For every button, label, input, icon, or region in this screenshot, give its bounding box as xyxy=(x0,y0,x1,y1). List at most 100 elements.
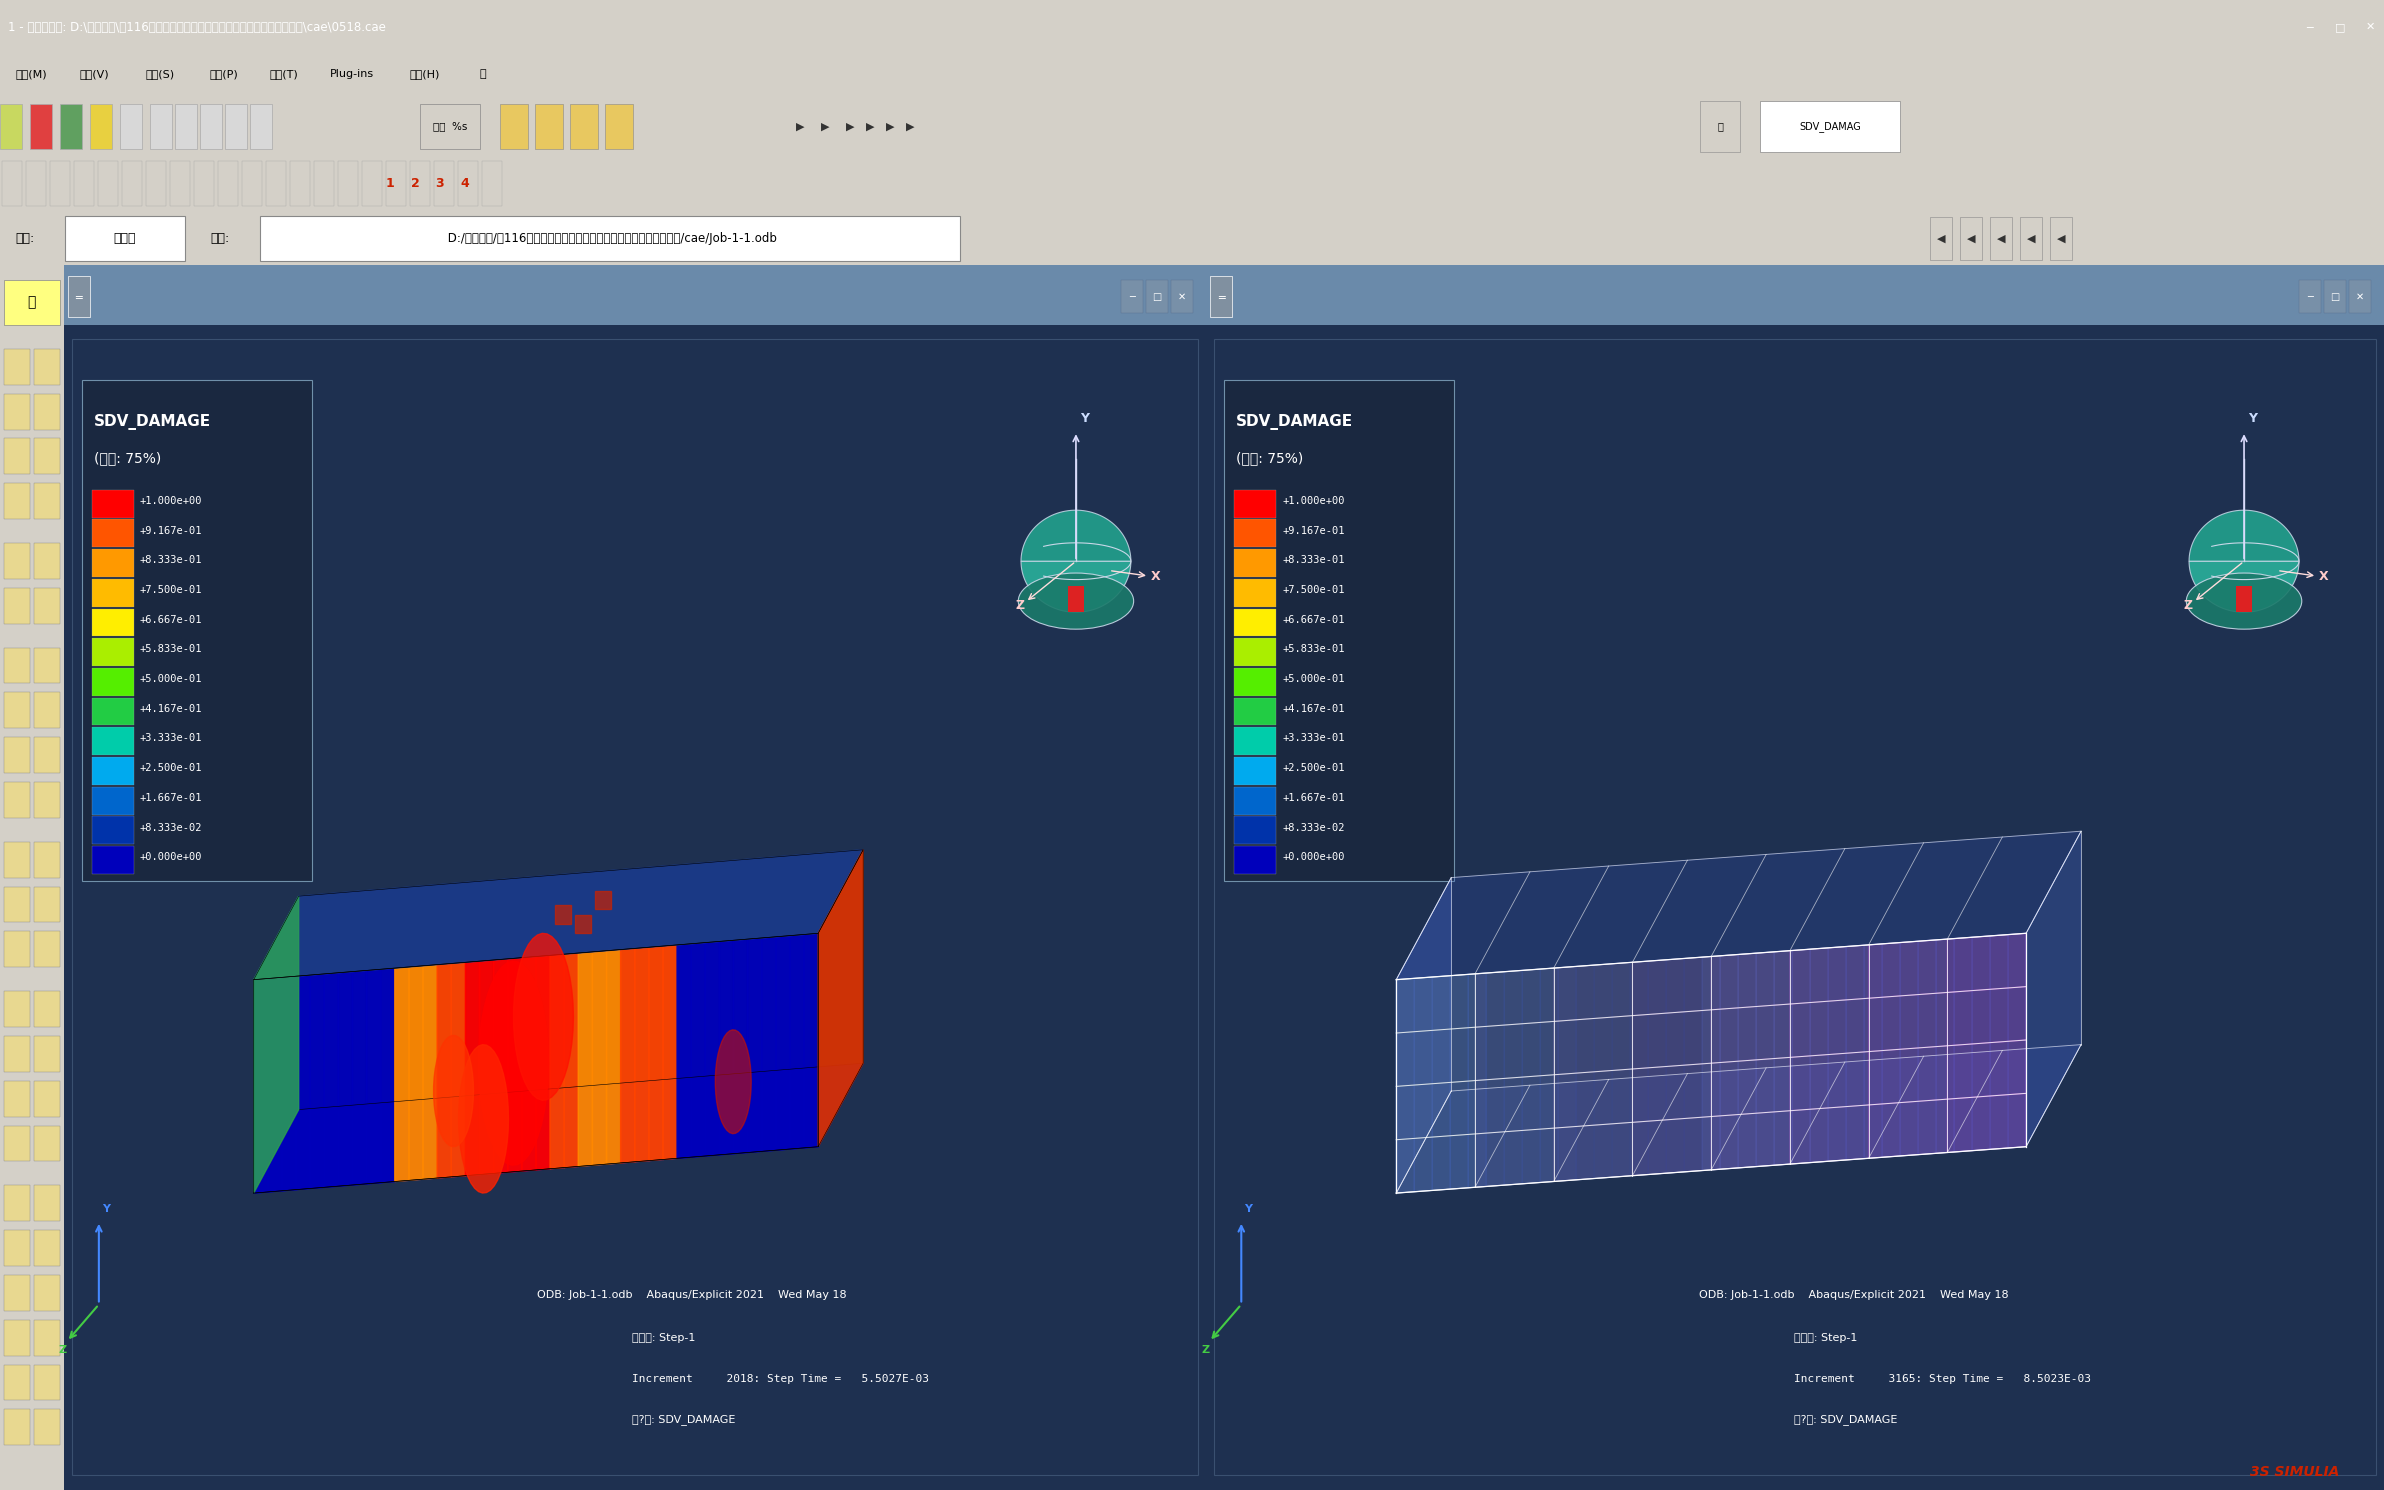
Polygon shape xyxy=(1790,998,1869,1058)
Polygon shape xyxy=(522,957,536,1171)
Bar xyxy=(1235,578,1275,606)
Bar xyxy=(5,1125,31,1161)
Bar xyxy=(33,887,60,922)
Bar xyxy=(5,1080,31,1116)
Polygon shape xyxy=(458,1044,508,1193)
Polygon shape xyxy=(551,954,565,1168)
Bar xyxy=(150,104,172,149)
Text: +6.667e-01: +6.667e-01 xyxy=(141,615,203,624)
Text: ✕: ✕ xyxy=(2365,22,2374,33)
Bar xyxy=(1225,380,1454,881)
Bar xyxy=(33,1410,60,1445)
Bar xyxy=(1235,550,1275,577)
Polygon shape xyxy=(1948,1040,2026,1100)
Bar xyxy=(5,1365,31,1401)
Polygon shape xyxy=(324,973,339,1188)
Text: ─: ─ xyxy=(2308,22,2312,33)
Polygon shape xyxy=(310,974,324,1189)
Polygon shape xyxy=(1633,1064,1712,1122)
Bar xyxy=(93,757,134,785)
Text: +8.333e-02: +8.333e-02 xyxy=(141,822,203,833)
Polygon shape xyxy=(253,895,298,1193)
Polygon shape xyxy=(1397,1080,1476,1140)
Bar xyxy=(5,1410,31,1445)
Polygon shape xyxy=(1397,1044,2081,1193)
Polygon shape xyxy=(1397,974,1476,1033)
Text: 4: 4 xyxy=(460,177,470,189)
Bar xyxy=(93,520,134,547)
Polygon shape xyxy=(1829,946,1845,1161)
Text: 1: 1 xyxy=(386,177,393,189)
Polygon shape xyxy=(565,954,579,1168)
Text: 视图(V): 视图(V) xyxy=(81,69,110,79)
Bar xyxy=(74,161,93,206)
Bar xyxy=(1235,520,1275,547)
Polygon shape xyxy=(1559,967,1576,1182)
Polygon shape xyxy=(1721,955,1738,1170)
Text: +9.167e-01: +9.167e-01 xyxy=(141,526,203,535)
Text: Y: Y xyxy=(2248,413,2258,425)
Text: +9.167e-01: +9.167e-01 xyxy=(1283,526,1345,535)
Polygon shape xyxy=(1647,960,1666,1174)
Polygon shape xyxy=(1633,957,1712,1016)
Polygon shape xyxy=(775,936,789,1150)
Polygon shape xyxy=(1476,968,1554,1027)
Bar xyxy=(33,931,60,967)
Bar xyxy=(2236,586,2253,612)
Text: +2.500e-01: +2.500e-01 xyxy=(1283,763,1345,773)
Text: ▶: ▶ xyxy=(846,122,853,131)
Text: +8.333e-01: +8.333e-01 xyxy=(141,556,203,565)
Bar xyxy=(1206,265,2384,325)
Bar xyxy=(33,842,60,878)
Bar xyxy=(1235,608,1275,636)
Bar xyxy=(1235,668,1275,696)
Text: +1.667e-01: +1.667e-01 xyxy=(1283,793,1345,803)
Polygon shape xyxy=(296,974,310,1189)
Bar xyxy=(2019,218,2043,259)
Bar xyxy=(570,104,598,149)
Bar xyxy=(33,782,60,818)
Polygon shape xyxy=(1948,933,2026,992)
Polygon shape xyxy=(1991,934,2007,1149)
Polygon shape xyxy=(677,943,691,1158)
Bar xyxy=(5,648,31,684)
Text: +4.167e-01: +4.167e-01 xyxy=(141,703,203,714)
Bar xyxy=(291,161,310,206)
Bar xyxy=(2324,280,2346,313)
Bar xyxy=(33,693,60,729)
Bar xyxy=(33,349,60,384)
Polygon shape xyxy=(1757,952,1774,1167)
Bar xyxy=(33,1186,60,1222)
Text: 模型(M): 模型(M) xyxy=(14,69,48,79)
Bar xyxy=(33,438,60,474)
Polygon shape xyxy=(1845,945,1864,1159)
Polygon shape xyxy=(1793,949,1809,1164)
Bar xyxy=(410,161,429,206)
Ellipse shape xyxy=(1018,574,1135,629)
Bar xyxy=(5,280,60,325)
Bar xyxy=(217,161,238,206)
Text: ？: ？ xyxy=(479,69,486,79)
Polygon shape xyxy=(2189,510,2298,562)
Text: ODB: Job-1-1.odb    Abaqus/Explicit 2021    Wed May 18: ODB: Job-1-1.odb Abaqus/Explicit 2021 We… xyxy=(1700,1290,2010,1301)
Polygon shape xyxy=(1612,963,1631,1177)
Bar xyxy=(5,887,31,922)
Text: Y: Y xyxy=(93,1320,98,1329)
Polygon shape xyxy=(267,977,281,1192)
Polygon shape xyxy=(1414,977,1433,1192)
Text: ─: ─ xyxy=(2308,292,2312,302)
Text: ═: ═ xyxy=(76,292,83,302)
Bar xyxy=(5,738,31,773)
Bar xyxy=(1235,638,1275,666)
Text: Z: Z xyxy=(2184,599,2193,612)
Bar xyxy=(2348,280,2372,313)
Bar xyxy=(193,161,215,206)
Polygon shape xyxy=(1948,986,2026,1046)
Polygon shape xyxy=(1869,992,1948,1052)
Polygon shape xyxy=(1595,964,1612,1179)
Polygon shape xyxy=(1869,939,1948,998)
Bar xyxy=(1931,218,1952,259)
Polygon shape xyxy=(1790,1106,1869,1164)
Polygon shape xyxy=(1936,939,1955,1153)
Bar xyxy=(1171,280,1192,313)
